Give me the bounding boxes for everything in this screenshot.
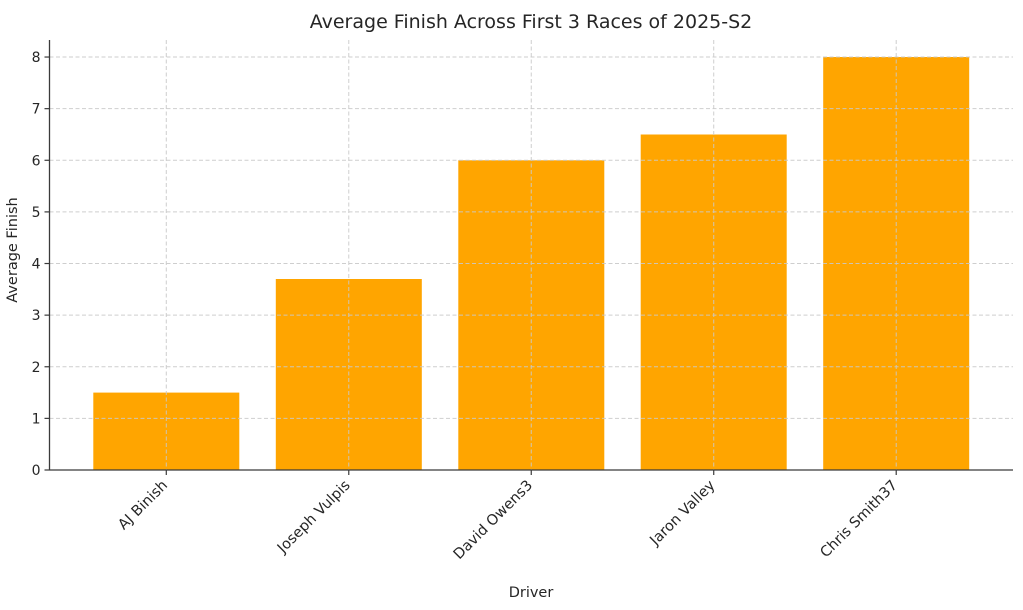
chart-title: Average Finish Across First 3 Races of 2…: [310, 11, 753, 33]
x-tick-label: Joseph Vulpis: [274, 478, 354, 558]
y-axis-ticks: 0 1 2 3 4 5 6 7 8: [32, 50, 50, 479]
y-tick-label: 2: [32, 360, 41, 376]
y-axis-label: Average Finish: [5, 197, 21, 302]
y-tick-label: 7: [32, 102, 41, 118]
x-tick-label: AJ Binish: [115, 478, 171, 534]
x-axis-label: Driver: [509, 585, 554, 601]
y-tick-label: 1: [32, 411, 41, 427]
gridlines-group: [49, 40, 1013, 470]
x-tick-label: Chris Smith37: [817, 478, 901, 562]
y-tick-label: 5: [32, 205, 41, 221]
y-tick-label: 3: [32, 308, 41, 324]
x-tick-label: David Owens3: [451, 478, 536, 563]
y-tick-label: 4: [32, 257, 41, 273]
y-tick-label: 0: [32, 463, 41, 479]
x-axis-ticks: AJ Binish Joseph Vulpis David Owens3 Jaron …: [115, 470, 901, 563]
y-tick-label: 8: [32, 50, 41, 66]
y-tick-label: 6: [32, 153, 41, 169]
x-tick-label: Jaron Valley: [647, 477, 719, 549]
